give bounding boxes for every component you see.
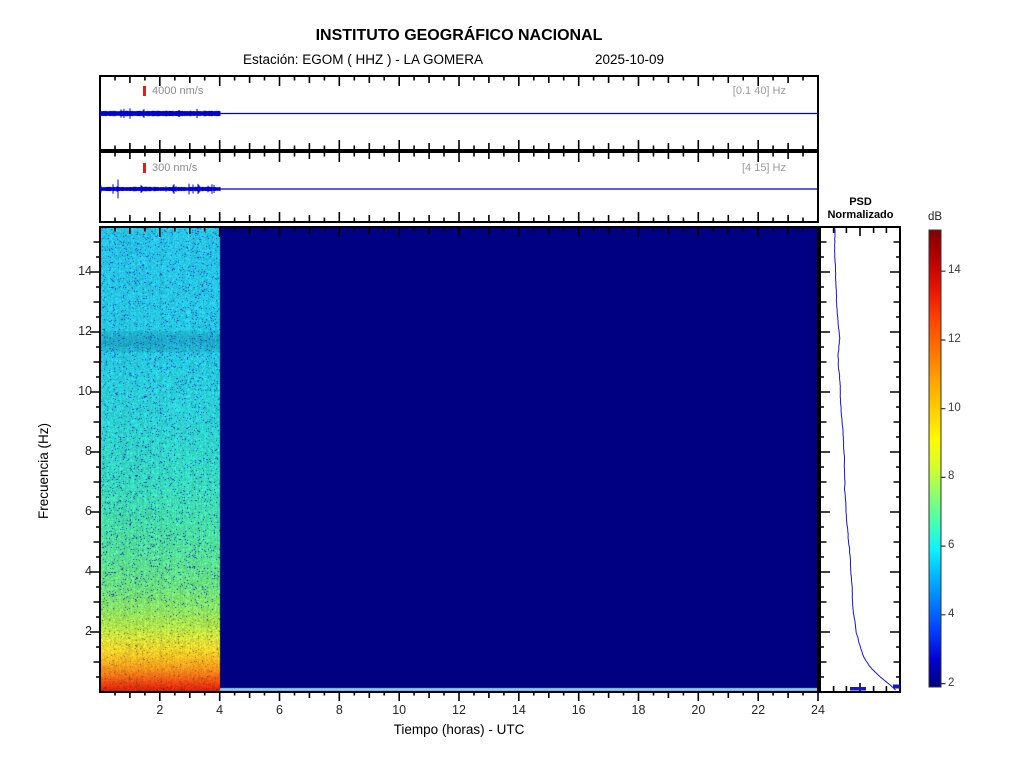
y-tick-label: 8 [85,444,92,458]
scale-marker-icon [143,86,146,96]
x-tick-label: 10 [392,703,407,717]
strip2-band-label: [4 15] Hz [741,162,786,174]
colorbar-unit-label: dB [927,211,943,223]
x-axis-label: Tiempo (horas) - UTC [393,722,525,737]
colorbar-ticks [941,270,946,685]
scale-marker-icon [143,163,146,173]
figure-title: INSTITUTO GEOGRÁFICO NACIONAL [315,27,603,44]
strip1-band-label: [0.1 40] Hz [732,85,786,97]
x-tick-label: 2 [156,703,164,717]
x-tick-label: 12 [452,703,466,717]
waveform-active-segment [99,179,221,199]
spectrogram-image [100,227,818,692]
psd-title-line2: Normalizado [827,209,894,221]
spectrogram-x-ticks [114,228,819,701]
colorbar-tick-label: 14 [948,264,961,277]
waveform-strip-ticks [114,77,819,149]
x-tick-label: 20 [691,703,706,717]
x-tick-label: 14 [511,703,526,717]
spectrogram-y-ticks [90,241,99,678]
colorbar-gradient [929,230,941,687]
colorbar-tick-label: 12 [948,332,961,345]
psd-frame [819,226,901,693]
y-tick-label: 2 [85,624,92,638]
psd-title-line1: PSD [849,196,872,208]
x-tick-label: 22 [751,703,766,717]
colorbar-tick-label: 6 [948,539,955,552]
colorbar-tick-label: 10 [948,401,961,414]
psd-curve [834,227,896,691]
colorbar-tick-label: 2 [948,676,955,689]
psd-x-ticks [832,228,888,691]
colorbar-tick-label: 4 [948,607,955,620]
x-tick-label: 16 [571,703,586,717]
psd-curve-endpoint [893,684,900,689]
spectrogram-frame [99,226,819,693]
x-tick-label: 6 [276,703,283,717]
date-label: 2025-10-09 [595,52,665,67]
y-axis-label: Frecuencia (Hz) [36,422,51,519]
colorbar-tick-label: 8 [948,470,955,483]
strip2-scale-label: 300 nm/s [152,162,198,174]
station-subtitle: Estación: EGOM ( HHZ ) - LA GOMERA [243,52,484,67]
strip1-scale-label: 4000 nm/s [152,85,204,97]
y-tick-label: 6 [85,504,92,518]
psd-bottom-bar [850,687,866,691]
waveform-strip-ticks [114,153,819,221]
y-tick-label: 4 [85,564,92,578]
waveform-active-segment [99,108,221,119]
psd-y-ticks [821,241,899,678]
x-tick-label: 8 [335,703,343,717]
x-tick-label: 18 [631,703,646,717]
x-tick-label: 4 [216,703,224,717]
colorbar-frame [928,229,942,688]
x-tick-label: 24 [811,703,825,717]
waveform-strip-frame [99,151,819,223]
y-tick-label: 12 [78,324,92,338]
y-tick-label: 10 [78,384,92,398]
y-tick-label: 14 [78,264,92,278]
